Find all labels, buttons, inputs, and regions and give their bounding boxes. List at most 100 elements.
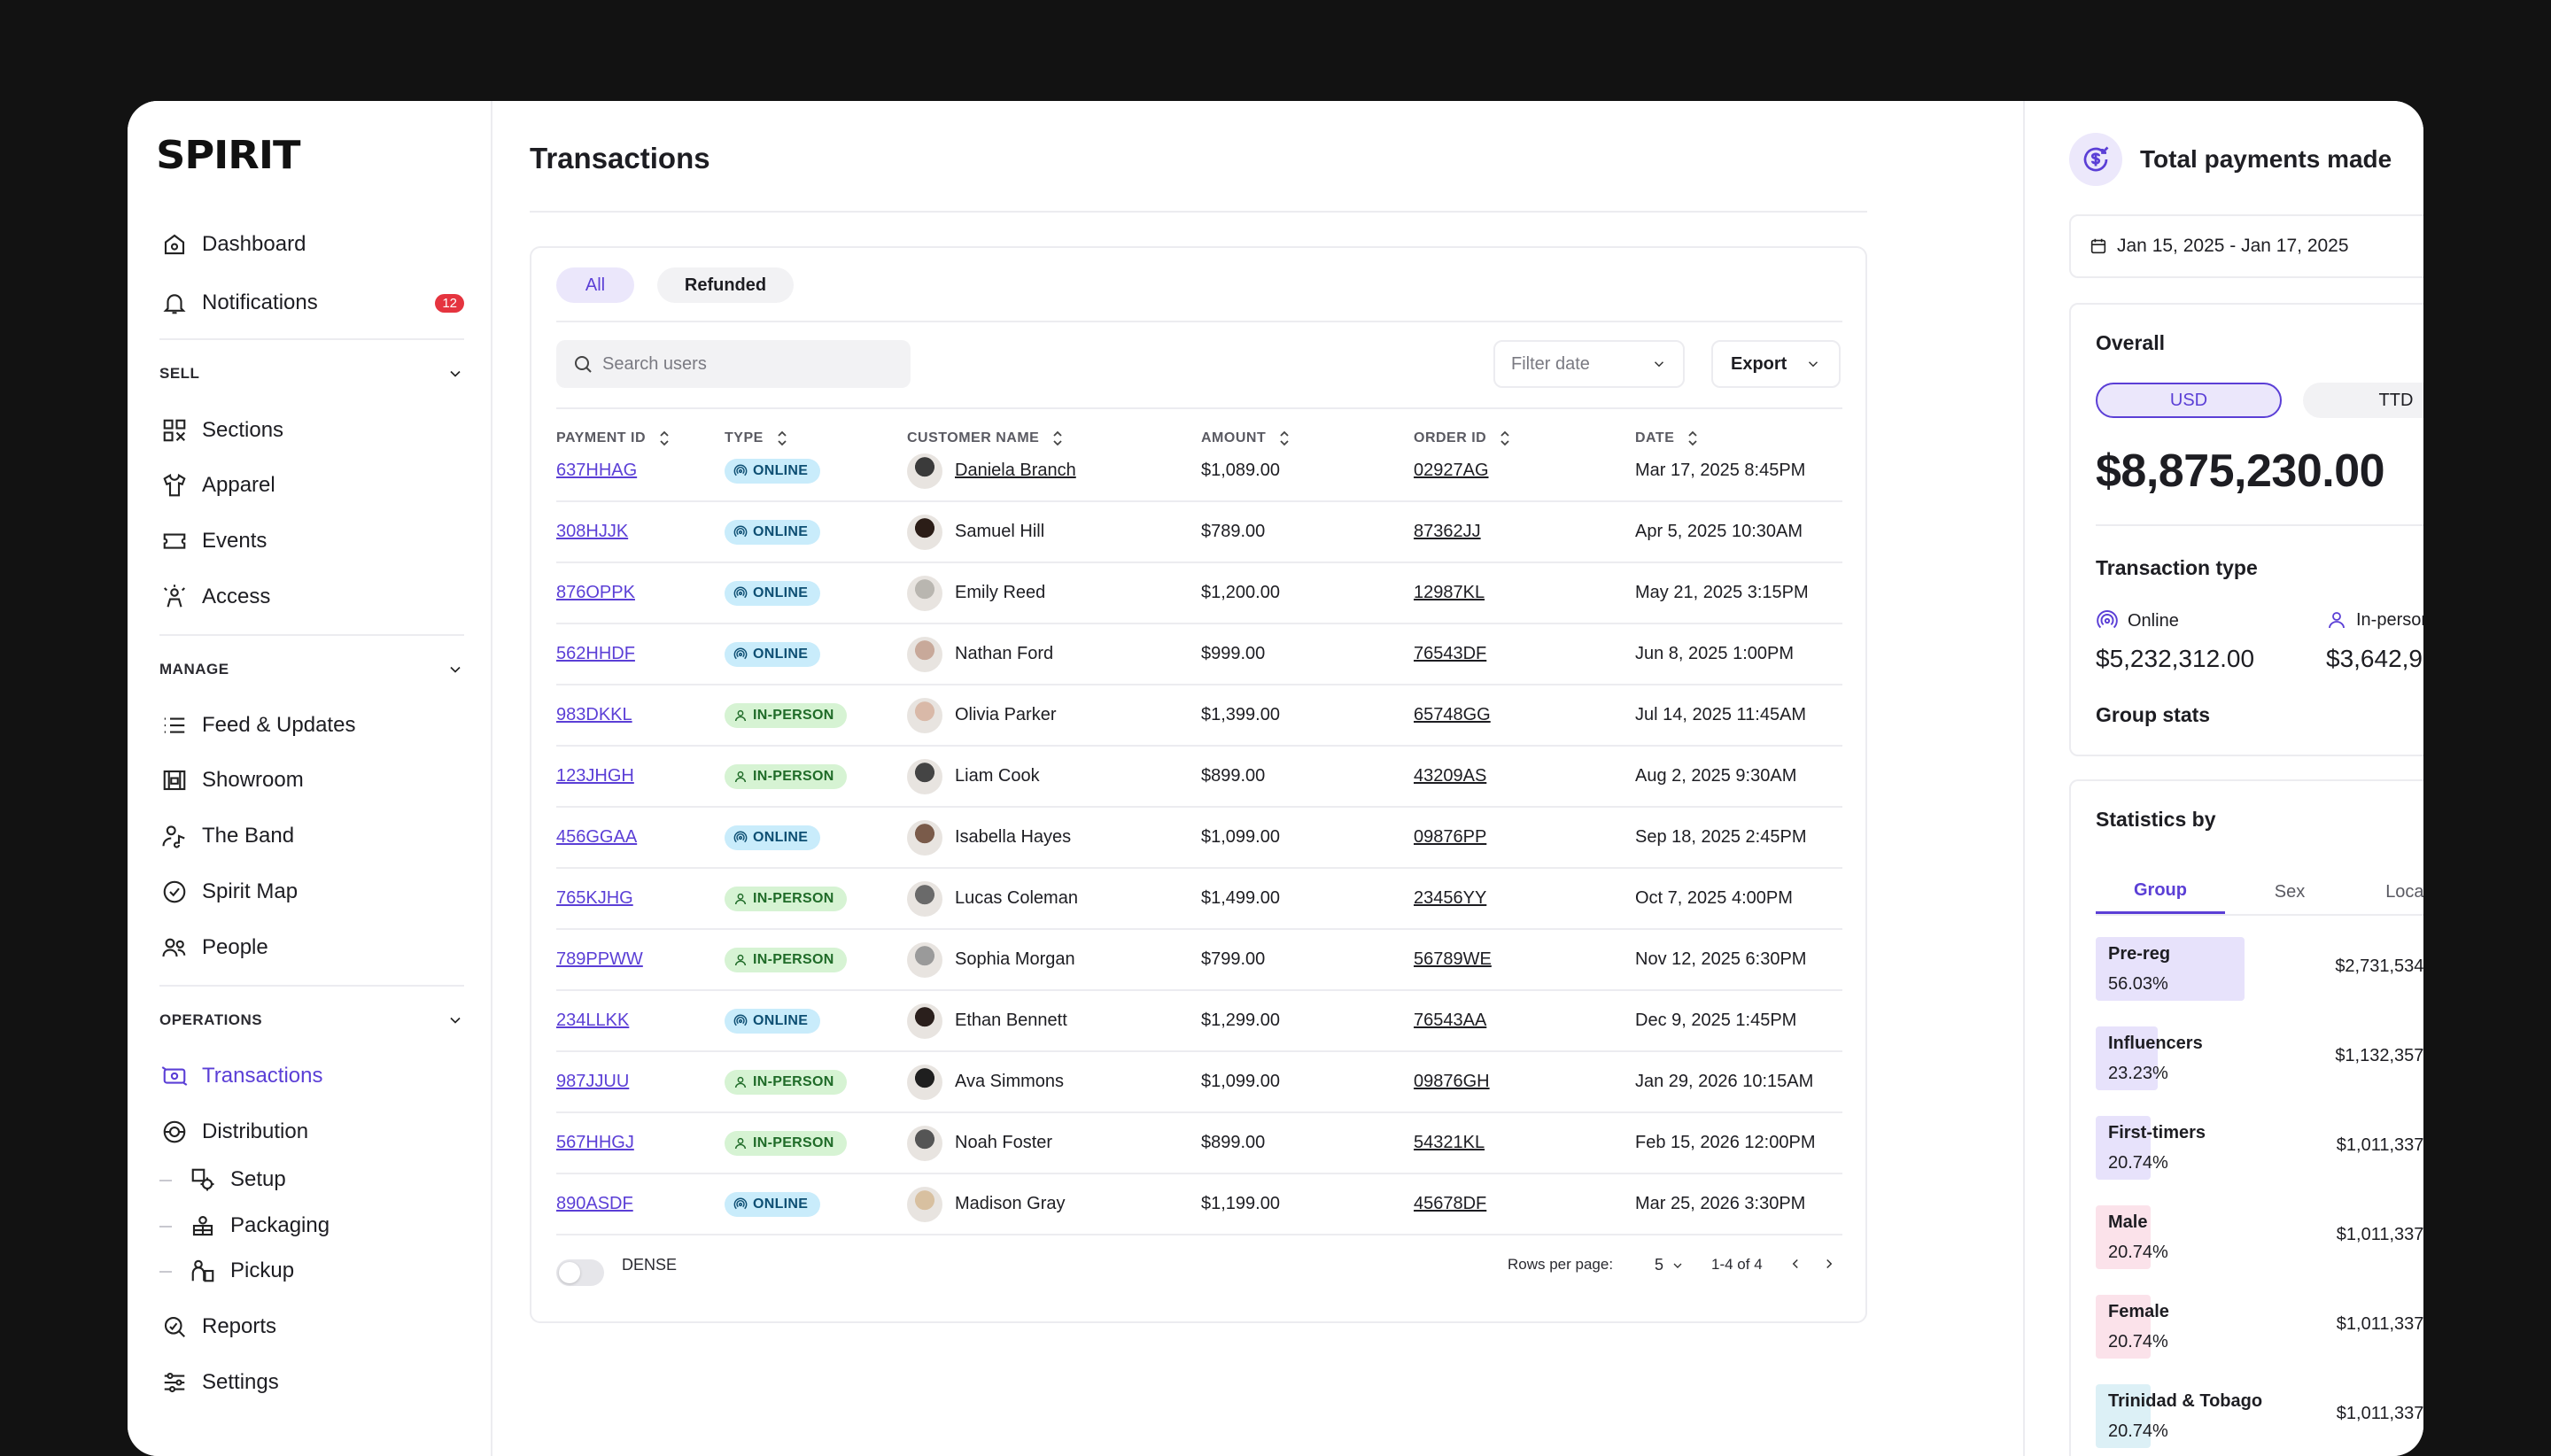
payment-id-link[interactable]: 123JHGH [556,766,634,786]
next-page-button[interactable] [1821,1256,1837,1272]
sidebar-item-events[interactable]: Events [159,520,464,562]
search-box[interactable] [556,340,911,388]
check-circle-icon [159,877,190,907]
order-id-link[interactable]: 65748GG [1414,705,1491,724]
filter-date-select[interactable]: Filter date [1493,340,1685,388]
column-header[interactable]: TYPE [725,430,788,446]
table-row[interactable]: 562HHDF ONLINE Nathan Ford $999.00 76543DF Ju… [556,624,1842,685]
order-id-link[interactable]: 76543AA [1414,1011,1487,1030]
sidebar-item-sections[interactable]: Sections [159,409,464,452]
order-id-link[interactable]: 54321KL [1414,1133,1485,1152]
order-id-link[interactable]: 87362JJ [1414,522,1481,541]
filter-chip-all[interactable]: All [556,267,634,303]
column-header[interactable]: DATE [1635,430,1699,446]
payment-id-link[interactable]: 562HHDF [556,644,635,663]
rows-per-page-select[interactable]: 5 [1655,1256,1685,1274]
stat-tab-group[interactable]: Group [2096,870,2225,914]
stat-row: Trinidad & Tobago 20.74% $1,011,337.76 USD [2096,1384,2423,1448]
payment-id-link[interactable]: 567HHGJ [556,1133,634,1152]
payment-id-link[interactable]: 456GGAA [556,827,638,847]
payment-id-link[interactable]: 789PPWW [556,949,643,969]
total-amount: $8,875,230.00 [2096,445,2385,497]
sidebar-item-the-band[interactable]: The Band [159,815,464,857]
sidebar-item-spirit-map[interactable]: Spirit Map [159,871,464,913]
stat-name: Influencers [2108,1034,2203,1053]
table-row[interactable]: 637HHAG ONLINE Daniela Branch $1,089.00 0292… [556,441,1842,502]
column-header[interactable]: CUSTOMER NAME [907,430,1064,446]
export-button[interactable]: Export [1711,340,1841,388]
table-row[interactable]: 789PPWW IN-PERSON Sophia Morgan $799.00 5678… [556,930,1842,991]
column-header[interactable]: ORDER ID [1414,430,1511,446]
table-row[interactable]: 983DKKL IN-PERSON Olivia Parker $1,399.00 65… [556,685,1842,747]
sidebar-item-people[interactable]: People [159,926,464,969]
prev-page-button[interactable] [1787,1256,1803,1272]
type-cell: ONLINE [725,624,821,684]
sidebar-item-showroom[interactable]: Showroom [159,759,464,802]
table-row[interactable]: 234LLKK ONLINE Ethan Bennett $1,299.00 76543… [556,991,1842,1052]
sidebar-item-settings[interactable]: Settings [159,1361,464,1404]
overall-panel: Overall USD TTD $8,875,230.00 Transactio… [2069,303,2423,756]
sidebar-item-notifications[interactable]: Notifications 12 [159,282,464,324]
sidebar-item-label: Events [202,529,268,553]
payment-id-link[interactable]: 890ASDF [556,1194,633,1213]
dense-toggle[interactable] [556,1259,604,1286]
order-id-link[interactable]: 12987KL [1414,583,1485,602]
column-header[interactable]: PAYMENT ID [556,430,671,446]
sidebar-item-apparel[interactable]: Apparel [159,464,464,507]
payment-id-link[interactable]: 234LLKK [556,1011,630,1030]
table-row[interactable]: 890ASDF ONLINE Madison Gray $1,199.00 45678D… [556,1174,1842,1235]
divider [2096,914,2423,916]
order-id-link[interactable]: 43209AS [1414,766,1487,786]
payment-id-link[interactable]: 765KJHG [556,888,633,908]
stat-tab-location[interactable]: Location [2385,881,2423,902]
order-id-link[interactable]: 45678DF [1414,1194,1487,1213]
date-range-picker[interactable]: Jan 15, 2025 - Jan 17, 2025 [2069,214,2423,278]
payment-id-link[interactable]: 876OPPK [556,583,635,602]
sidebar-item-dashboard[interactable]: Dashboard [159,223,464,266]
order-id-link[interactable]: 09876PP [1414,827,1487,847]
section-header-manage[interactable]: MANAGE [159,661,464,678]
brand-logo[interactable]: SPIRIT [156,133,300,178]
payment-id-link[interactable]: 983DKKL [556,705,632,724]
sidebar-item-setup[interactable]: Setup [188,1158,492,1201]
broadcast-icon [733,1014,748,1026]
table-row[interactable]: 987JJUU IN-PERSON Ava Simmons $1,099.00 0987… [556,1052,1842,1113]
amount-cell: $1,099.00 [1201,827,1280,847]
payment-id-link[interactable]: 308HJJK [556,522,629,541]
broadcast-icon [2097,610,2118,629]
type-badge: IN-PERSON [725,1130,847,1156]
order-id-link[interactable]: 23456YY [1414,888,1487,908]
payment-id-link[interactable]: 987JJUU [556,1072,630,1091]
order-id-link[interactable]: 02927AG [1414,461,1489,480]
search-input[interactable] [602,353,886,375]
table-row[interactable]: 308HJJK ONLINE Samuel Hill $789.00 87362JJ Ap… [556,502,1842,563]
column-header[interactable]: AMOUNT [1201,430,1291,446]
filter-chip-refunded[interactable]: Refunded [657,267,794,303]
sidebar-item-reports[interactable]: Reports [159,1305,464,1348]
sidebar-item-pickup[interactable]: Pickup [188,1250,492,1292]
sidebar-item-packaging[interactable]: Packaging [188,1204,492,1247]
sidebar-item-access[interactable]: Access [159,576,464,618]
table-row[interactable]: 567HHGJ IN-PERSON Noah Foster $899.00 54321K… [556,1113,1842,1174]
sidebar-item-feed[interactable]: Feed & Updates [159,704,464,747]
table-row[interactable]: 456GGAA ONLINE Isabella Hayes $1,099.00 0987… [556,808,1842,869]
table-row[interactable]: 123JHGH IN-PERSON Liam Cook $899.00 43209AS A… [556,747,1842,808]
payment-id-link[interactable]: 637HHAG [556,461,638,480]
currency-ttd-toggle[interactable]: TTD [2303,383,2423,418]
sort-icon [778,430,787,446]
sort-icon [1053,430,1062,446]
currency-usd-toggle[interactable]: USD [2096,383,2282,418]
order-id-link[interactable]: 09876GH [1414,1072,1490,1091]
sidebar-item-transactions[interactable]: Transactions [159,1055,464,1097]
table-row[interactable]: 765KJHG IN-PERSON Lucas Coleman $1,499.00 23… [556,869,1842,930]
table-row[interactable]: 876OPPK ONLINE Emily Reed $1,200.00 12987KL M… [556,563,1842,624]
section-header-operations[interactable]: OPERATIONS [159,1011,464,1029]
customer-name[interactable]: Daniela Branch [955,461,1076,480]
section-header-sell[interactable]: SELL [159,365,464,383]
order-id-link[interactable]: 76543DF [1414,644,1487,663]
stat-tab-sex[interactable]: Sex [2274,881,2306,902]
order-id-link[interactable]: 56789WE [1414,949,1492,969]
stat-percent: 20.74% [2108,1421,2168,1441]
grid-icon [159,415,190,445]
sidebar-item-distribution[interactable]: Distribution [159,1111,464,1153]
